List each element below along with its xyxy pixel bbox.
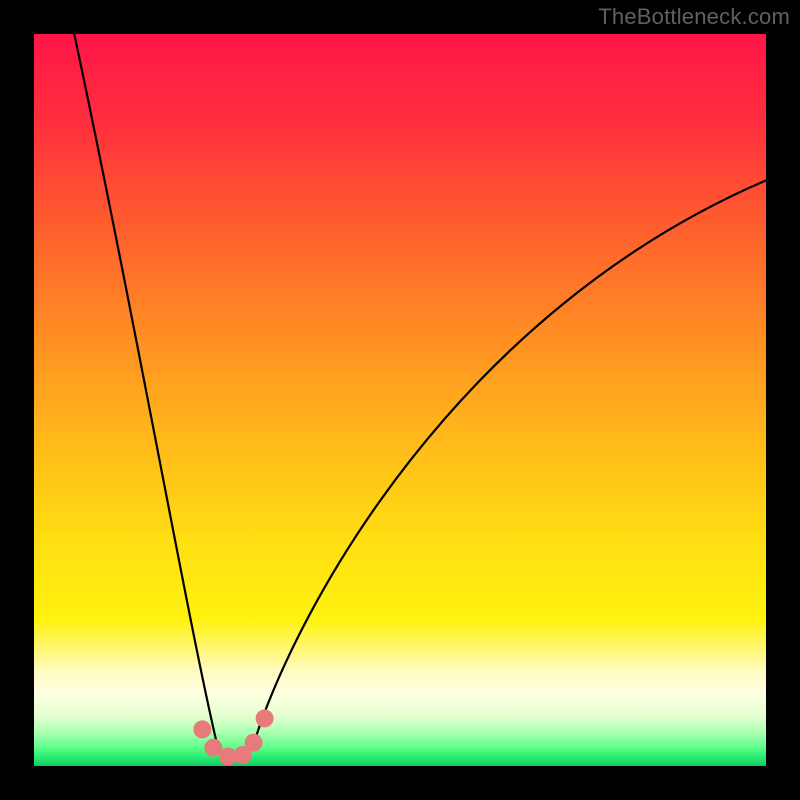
- plot-background: [34, 34, 766, 766]
- bottleneck-chart: [0, 0, 800, 800]
- marker-point: [256, 709, 274, 727]
- marker-point: [245, 734, 263, 752]
- marker-point: [193, 720, 211, 738]
- stage: TheBottleneck.com: [0, 0, 800, 800]
- watermark-text: TheBottleneck.com: [598, 4, 790, 30]
